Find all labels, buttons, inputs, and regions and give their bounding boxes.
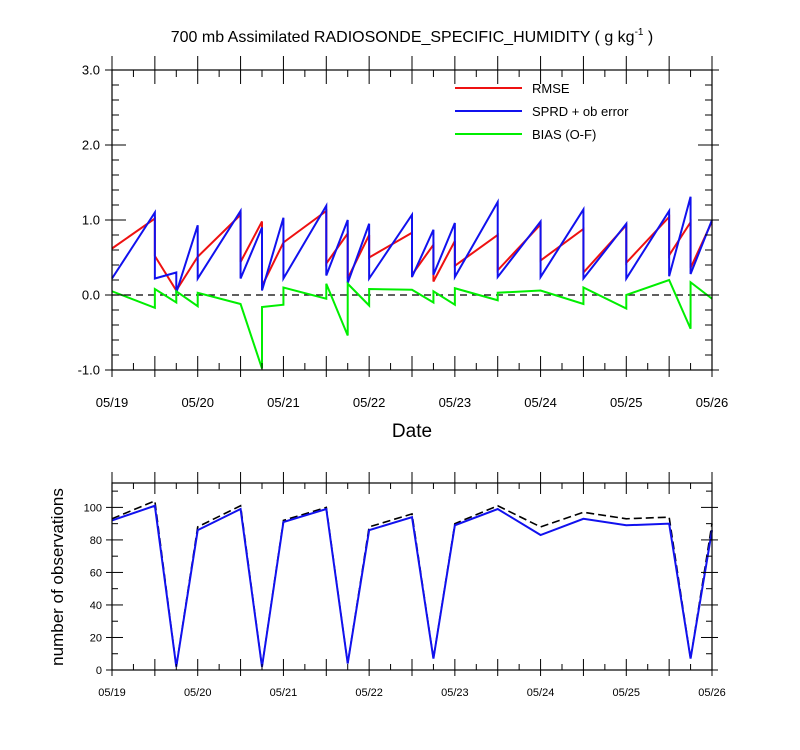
y-tick-label: 80: [90, 535, 102, 547]
y-tick-label: 20: [90, 632, 102, 644]
x-tick-label: 05/25: [610, 395, 643, 410]
series-line-assimilated: [111, 504, 713, 667]
legend-label-rmse: RMSE: [532, 81, 570, 96]
x-tick-label: 05/24: [524, 395, 557, 410]
top-axis-ticks: [105, 56, 719, 377]
bottom-axis-labels: 05/19 05/20 05/21 05/22 05/23 05/24 05/25 05/26…: [84, 502, 726, 699]
x-tick-label: 05/22: [355, 687, 383, 699]
y-tick-label: 2.0: [82, 138, 100, 153]
chart-title: 700 mb Assimilated RADIOSONDE_SPECIFIC_H…: [171, 27, 654, 46]
x-tick-label: 05/20: [184, 687, 212, 699]
x-tick-label: 05/26: [698, 687, 726, 699]
x-tick-label: 05/23: [439, 395, 472, 410]
x-tick-label: 05/25: [613, 687, 641, 699]
top-axis-labels: 05/19 05/20 05/21 05/22 05/23 05/24 05/25 05/26…: [78, 63, 729, 410]
series-line-sprd-ob-error: [111, 196, 713, 294]
y-tick-label: 1.0: [82, 213, 100, 228]
y-tick-label: 0: [96, 665, 102, 677]
x-tick-label: 05/24: [527, 687, 555, 699]
y-tick-label: 100: [84, 502, 102, 514]
x-tick-label: 05/26: [696, 395, 729, 410]
bottom-ylabel: number of observations: [48, 488, 67, 666]
x-tick-label: 05/20: [181, 395, 214, 410]
y-tick-label: 3.0: [82, 63, 100, 78]
bottom-series-layer: [111, 499, 713, 667]
bottom-panel: 05/19 05/20 05/21 05/22 05/23 05/24 05/25 05/26…: [48, 472, 726, 699]
x-tick-label: 05/22: [353, 395, 386, 410]
y-tick-label: -1.0: [78, 363, 100, 378]
top-series-layer: [111, 196, 713, 369]
bottom-plot-frame: [111, 482, 713, 671]
legend-label-spread: SPRD + ob error: [532, 104, 629, 119]
x-tick-label: 05/19: [96, 395, 129, 410]
x-tick-label: 05/23: [441, 687, 469, 699]
chart-title-suffix: ): [643, 29, 653, 46]
series-line-bias-o-f: [111, 278, 713, 369]
chart-title-exponent: -1: [635, 27, 644, 38]
legend: RMSE SPRD + ob error BIAS (O-F): [455, 81, 629, 142]
bottom-axis-ticks: [106, 472, 718, 676]
y-tick-label: 60: [90, 567, 102, 579]
chart-title-main: 700 mb Assimilated RADIOSONDE_SPECIFIC_H…: [171, 29, 635, 46]
y-tick-label: 0.0: [82, 288, 100, 303]
top-xlabel: Date: [392, 421, 432, 442]
y-tick-label: 40: [90, 600, 102, 612]
legend-label-bias: BIAS (O-F): [532, 127, 596, 142]
series-line-possible: [111, 499, 713, 667]
top-panel: 05/19 05/20 05/21 05/22 05/23 05/24 05/25 05/26…: [78, 56, 729, 442]
x-tick-label: 05/21: [270, 687, 298, 699]
x-tick-label: 05/21: [267, 395, 300, 410]
x-tick-label: 05/19: [98, 687, 126, 699]
